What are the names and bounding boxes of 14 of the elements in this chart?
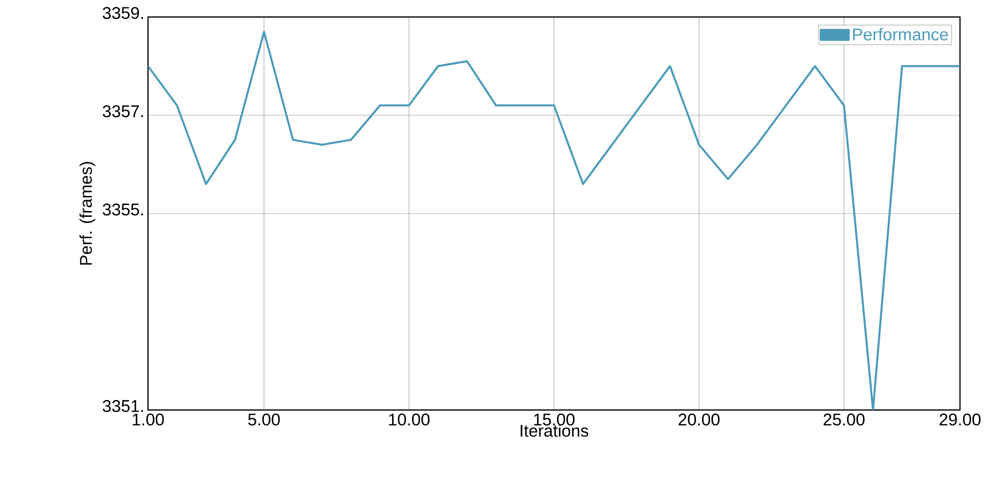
x-tick-label: 25.00 (824, 414, 865, 426)
y-tick-label: 3355. (102, 204, 143, 216)
x-tick-label: 5.00 (248, 414, 280, 426)
x-axis-title: Iterations (520, 424, 588, 437)
y-tick-label: 3359. (102, 7, 143, 19)
x-tick-label: 20.00 (678, 414, 720, 426)
x-tick-label: 29.00 (940, 414, 981, 426)
x-tick-label: 1.00 (132, 414, 164, 426)
y-tick-label: 3351. (102, 400, 143, 412)
y-tick-label: 3357. (102, 105, 143, 118)
x-tick-label: 15.00 (534, 414, 575, 426)
y-axis-title: Perf. (frames) (79, 162, 96, 265)
x-tick-label: 10.00 (389, 414, 430, 426)
legend-label: Performance (853, 28, 948, 40)
